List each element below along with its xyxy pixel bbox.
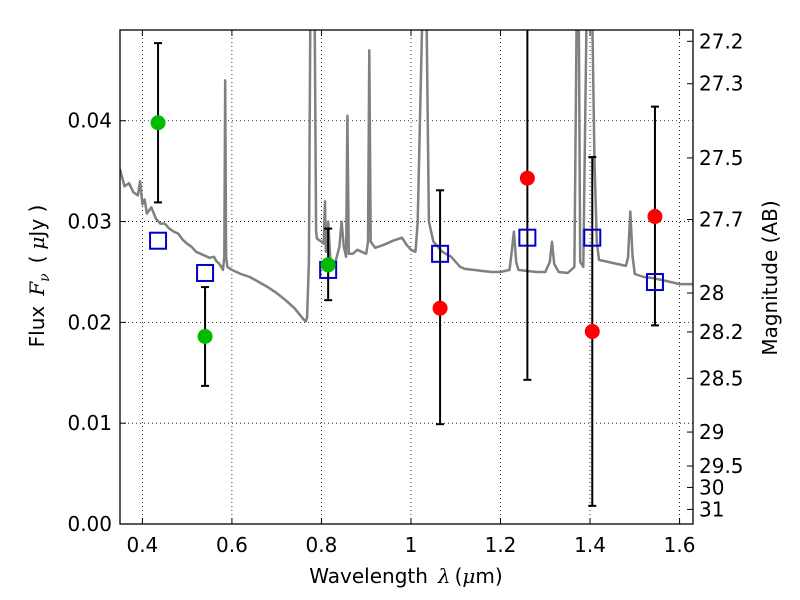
right-axis-label: Magnitude (AB) <box>758 200 782 355</box>
x-axis-ticks: 0.4 0.6 0.8 1 1.2 1.4 1.6 <box>126 30 695 557</box>
right-tick-label: 27.5 <box>699 146 744 170</box>
model-spectrum-layer <box>120 30 693 323</box>
x-tick-label: 0.4 <box>126 533 158 557</box>
y-axis-label: FluxFν(μJy ) <box>25 205 53 348</box>
right-tick-label: 27.7 <box>699 208 744 232</box>
observed-flux-point <box>197 328 213 344</box>
right-tick-label: 28.5 <box>699 366 744 390</box>
model-flux-square <box>196 263 215 282</box>
y-axis-ticks: 0.00 0.01 0.02 0.03 0.04 <box>67 109 126 536</box>
right-tick-label: 28 <box>699 281 724 305</box>
observed-flux-point <box>647 209 663 225</box>
observed-flux-point <box>584 323 600 339</box>
model-flux-square <box>645 273 664 292</box>
observed-flux-point <box>432 300 448 316</box>
x-tick-label: 1.6 <box>664 533 696 557</box>
y-tick-label: 0.00 <box>67 512 112 536</box>
right-tick-label: 29 <box>699 420 724 444</box>
x-tick-label: 1.2 <box>485 533 517 557</box>
plot-frame <box>119 29 694 525</box>
right-tick-label: 31 <box>699 497 724 521</box>
model-flux-square <box>583 228 602 247</box>
right-tick-label: 30 <box>699 475 724 499</box>
model-photometry-layer <box>149 228 664 292</box>
right-tick-label: 27.2 <box>699 29 744 53</box>
x-tick-label: 0.6 <box>216 533 248 557</box>
right-tick-label: 27.3 <box>699 72 744 96</box>
right-tick-label: 29.5 <box>699 454 744 478</box>
x-axis-label: Wavelength λ (μm) <box>309 564 502 588</box>
x-tick-label: 0.8 <box>306 533 338 557</box>
model-flux-square <box>431 244 450 263</box>
y-tick-label: 0.03 <box>67 210 112 234</box>
observed-flux-point <box>150 115 166 131</box>
observed-photometry-layer <box>150 115 663 344</box>
y-tick-label: 0.02 <box>67 310 112 334</box>
right-tick-label: 28.2 <box>699 320 744 344</box>
model-flux-square <box>149 231 168 250</box>
x-tick-label: 1 <box>405 533 418 557</box>
model-spectrum-line <box>120 30 693 323</box>
grid-layer <box>120 30 693 525</box>
y-tick-label: 0.04 <box>67 109 112 133</box>
observed-flux-point <box>320 257 336 273</box>
y-tick-label: 0.01 <box>67 411 112 435</box>
model-flux-square <box>518 228 537 247</box>
x-tick-label: 1.4 <box>574 533 606 557</box>
observed-flux-point <box>519 170 535 186</box>
